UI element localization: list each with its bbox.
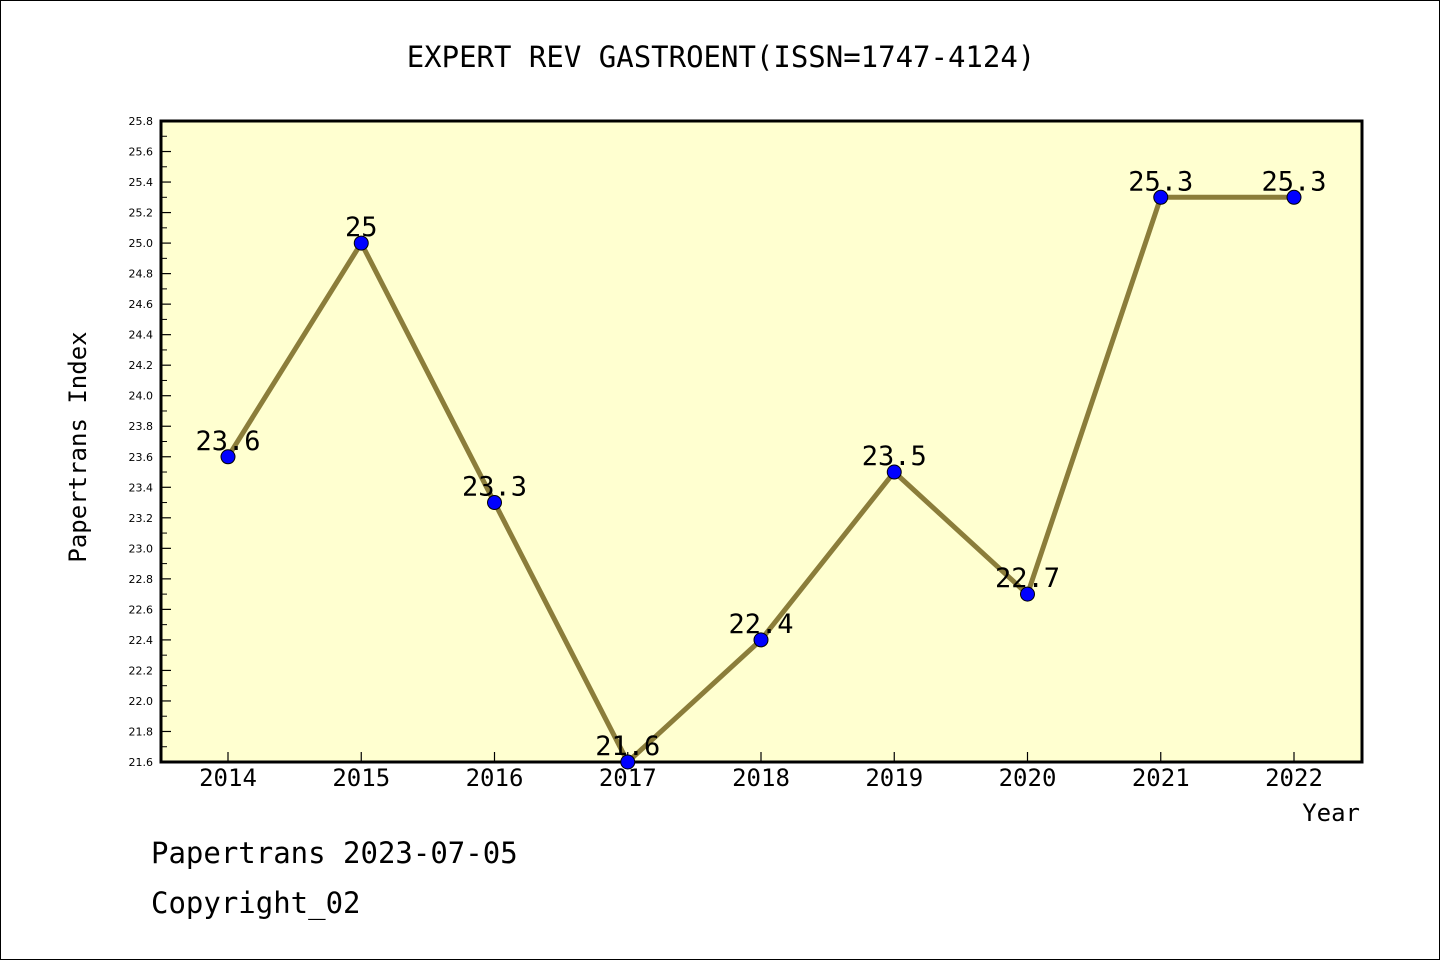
y-tick-label: 23.8 (129, 420, 154, 433)
data-label: 25.3 (1261, 166, 1326, 197)
footer-date: Papertrans 2023-07-05 (151, 836, 518, 870)
footer-copyright: Copyright_02 (151, 886, 361, 920)
y-tick-label: 22.6 (129, 603, 154, 616)
y-tick-label: 24.0 (129, 390, 154, 403)
data-label: 25.3 (1128, 166, 1193, 197)
x-axis-label: Year (1302, 799, 1360, 827)
x-tick-label: 2015 (332, 764, 390, 792)
data-label: 25 (345, 212, 378, 243)
data-label: 23.5 (862, 441, 927, 472)
chart-title: EXPERT REV GASTROENT(ISSN=1747-4124) (407, 40, 1036, 74)
x-tick-label: 2022 (1265, 764, 1323, 792)
y-tick-label: 25.0 (129, 237, 154, 250)
plot-area (159, 119, 1364, 764)
data-label: 23.6 (195, 426, 260, 457)
y-tick-label: 24.8 (129, 268, 154, 281)
x-tick-label: 2016 (466, 764, 524, 792)
data-point (1153, 189, 1169, 205)
data-points (220, 189, 1302, 770)
x-tick-label: 2019 (865, 764, 923, 792)
data-point (753, 632, 769, 648)
y-tick-label: 25.6 (129, 146, 154, 159)
data-label: 21.6 (595, 731, 660, 762)
y-tick-label: 23.6 (129, 451, 154, 464)
y-tick-label: 22.0 (129, 695, 154, 708)
x-tick-label: 2018 (732, 764, 790, 792)
data-label: 22.4 (728, 609, 793, 640)
y-tick-label: 24.2 (129, 359, 154, 372)
data-point (487, 495, 502, 511)
data-labels: 23.6 25 23.3 21.6 22.4 23.5 22.7 25.3 25.3 (195, 166, 1326, 762)
y-tick-label: 22.2 (129, 664, 154, 677)
y-tick-label: 25.2 (129, 207, 154, 220)
y-axis-label: Papertrans Index (64, 331, 92, 562)
y-tick-label: 22.4 (129, 634, 154, 647)
x-tick-label: 2014 (199, 764, 257, 792)
y-tick-label: 23.0 (129, 542, 154, 555)
x-tick-label: 2020 (999, 764, 1057, 792)
y-tick-label: 25.4 (129, 176, 154, 189)
data-point (1286, 189, 1302, 205)
y-tick-label: 24.4 (129, 329, 154, 342)
data-point (1020, 586, 1035, 602)
x-tick-label: 2021 (1132, 764, 1190, 792)
y-tick-label: 23.4 (129, 481, 154, 494)
y-tick-label: 23.2 (129, 512, 154, 525)
data-point (886, 464, 902, 480)
data-point (220, 449, 236, 465)
y-axis: 21.6 21.8 22.0 22.2 22.4 22.6 22.8 23.0 23.2 23.4… (129, 115, 171, 769)
y-tick-label: 21.6 (129, 756, 154, 769)
data-point (620, 754, 636, 770)
y-tick-label: 25.8 (129, 115, 154, 128)
y-tick-label: 24.6 (129, 298, 154, 311)
y-tick-label: 21.8 (129, 725, 154, 738)
data-label: 23.3 (462, 472, 527, 503)
data-label: 22.7 (995, 563, 1060, 594)
data-point (353, 235, 369, 251)
y-tick-label: 22.8 (129, 573, 154, 586)
x-axis: 2014 2015 2016 2017 2018 2019 2020 2021 2022 (199, 752, 1323, 792)
